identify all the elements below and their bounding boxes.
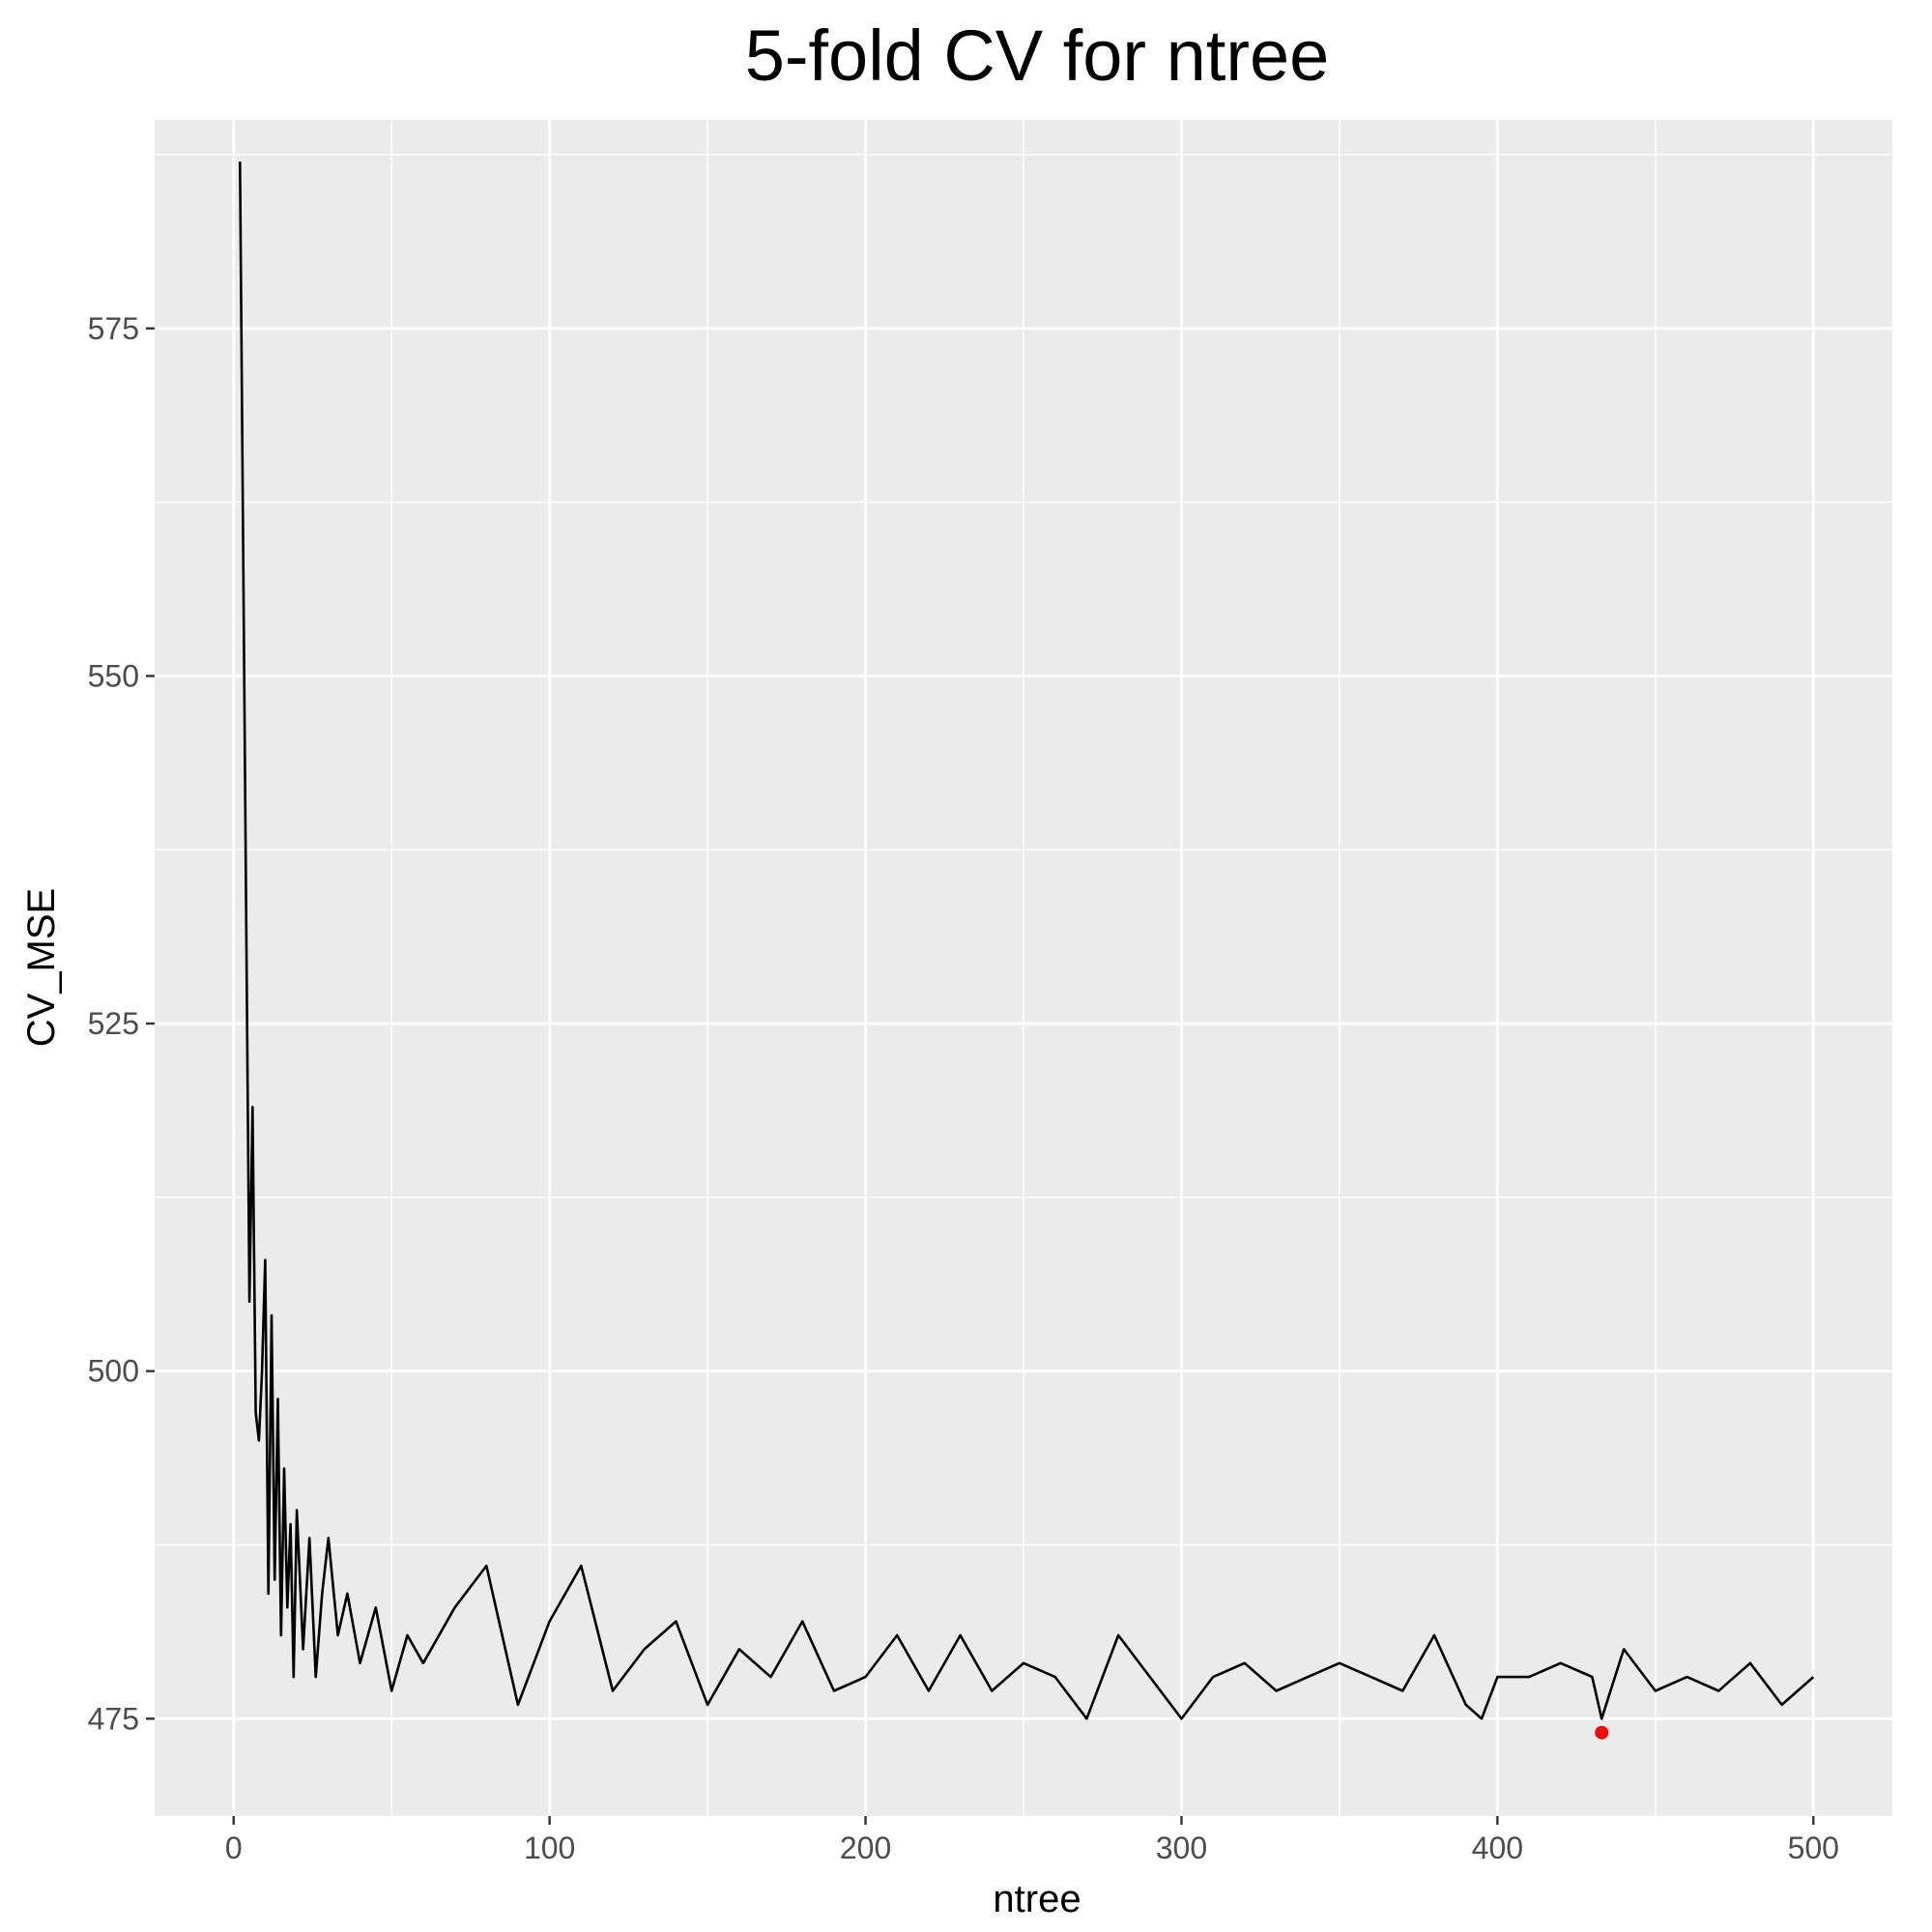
y-tick-label: 550 <box>88 658 139 693</box>
y-tick-label: 525 <box>88 1006 139 1041</box>
y-tick-label: 575 <box>88 311 139 346</box>
x-tick-label: 500 <box>1788 1831 1839 1865</box>
highlight-layer <box>1595 1725 1609 1740</box>
series-layer <box>239 161 1815 1720</box>
series-line <box>239 161 1815 1720</box>
axis-ticks <box>146 327 1815 1825</box>
x-axis-title: ntree <box>993 1878 1081 1920</box>
minimum-point <box>1595 1725 1609 1740</box>
tick-labels: 0 100 200 300 400 500 475 500 525 550 575 <box>88 311 1839 1865</box>
minor-gridlines <box>155 120 1892 1816</box>
y-tick-label: 475 <box>88 1701 139 1736</box>
y-tick-label: 500 <box>88 1354 139 1389</box>
x-tick-label: 0 <box>225 1831 243 1865</box>
chart-title: 5-fold CV for ntree <box>745 15 1330 96</box>
y-axis-title: CV_MSE <box>20 888 63 1048</box>
x-tick-label: 200 <box>840 1831 891 1865</box>
x-tick-label: 300 <box>1156 1831 1207 1865</box>
x-tick-label: 100 <box>524 1831 575 1865</box>
x-tick-label: 400 <box>1472 1831 1523 1865</box>
